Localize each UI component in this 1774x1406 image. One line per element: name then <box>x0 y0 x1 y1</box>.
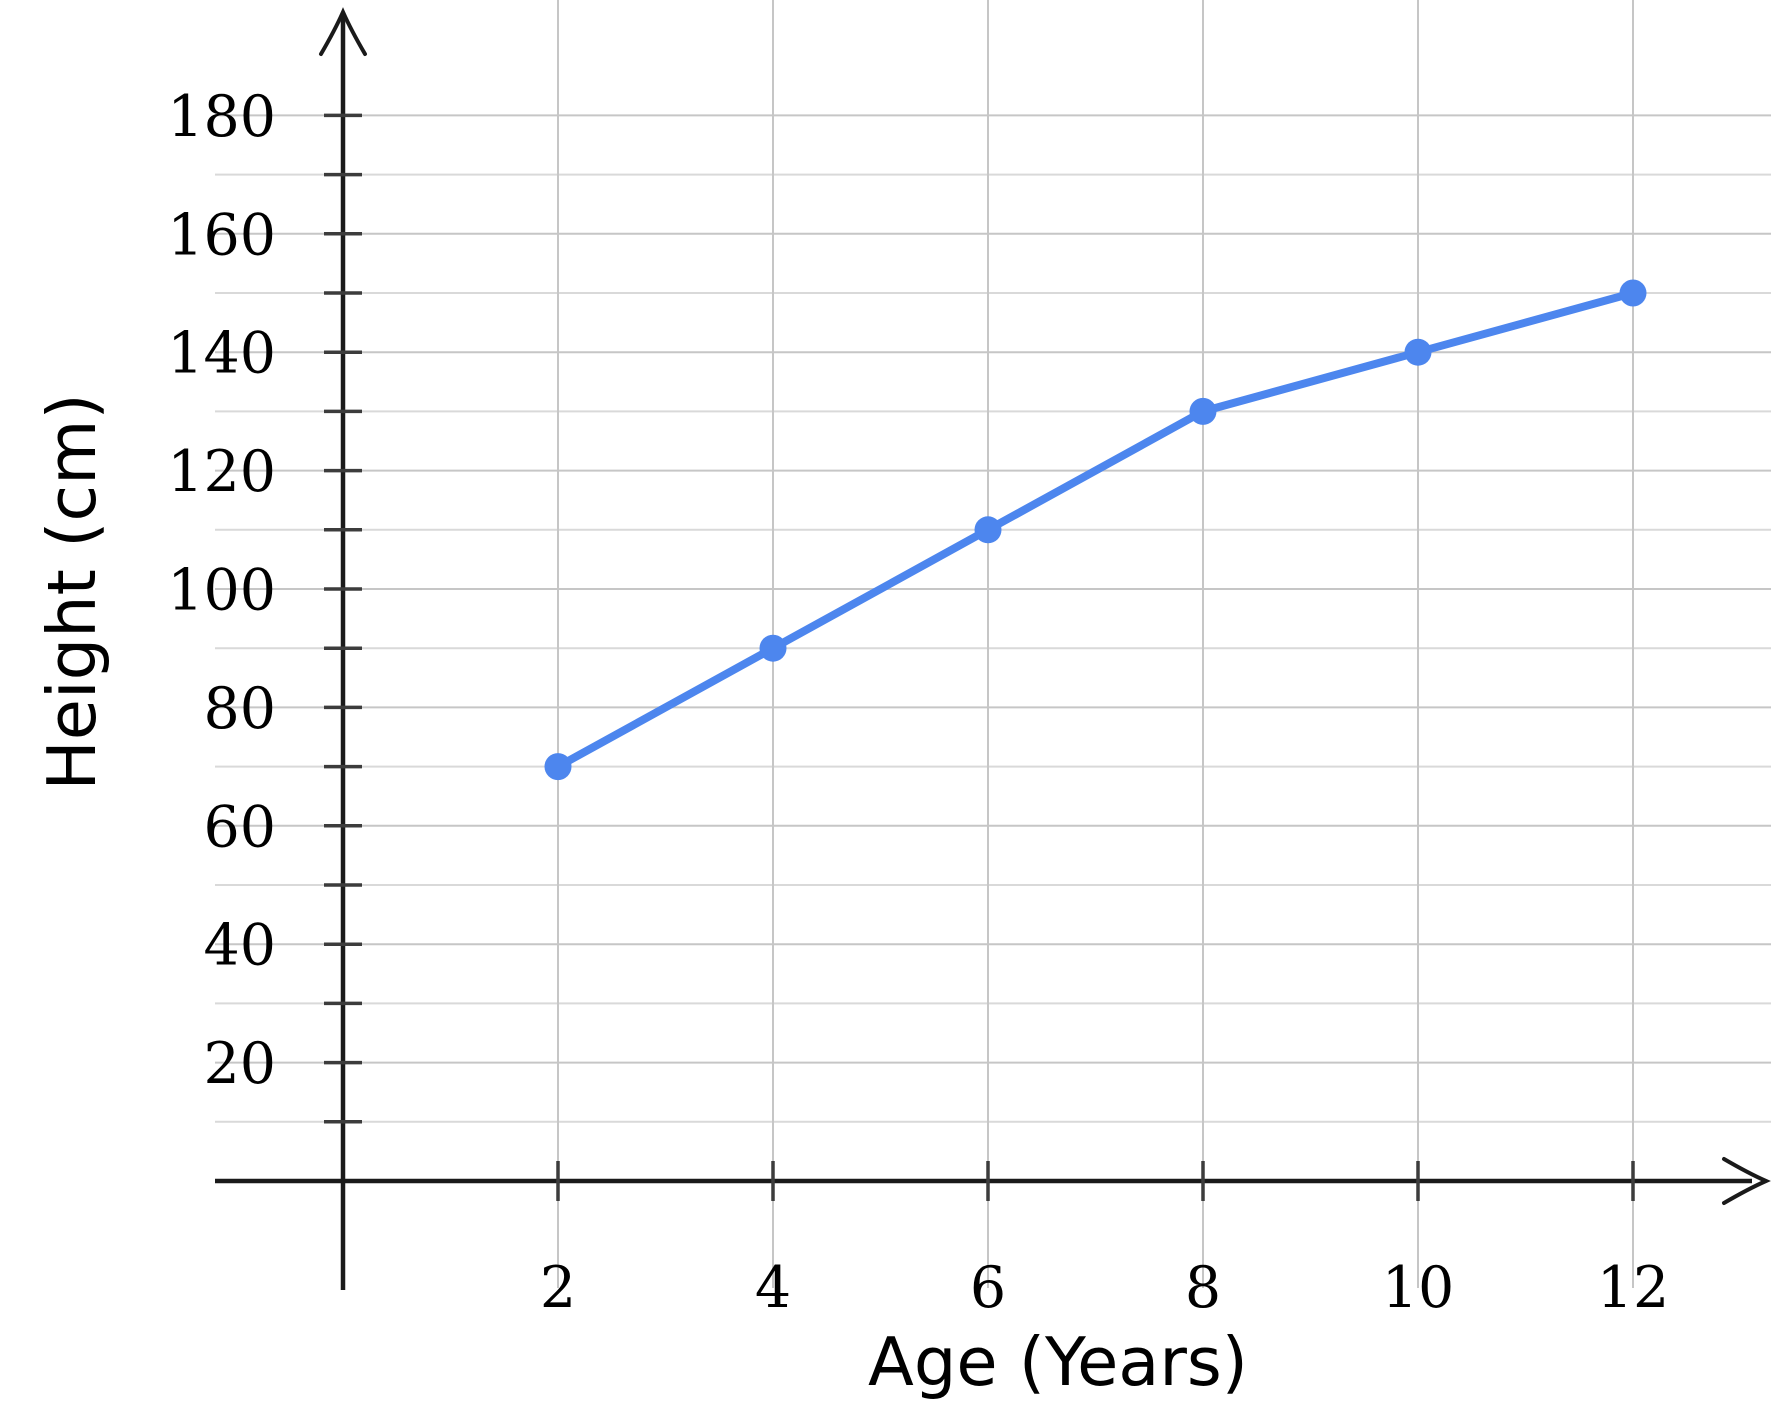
x-tick-label: 12 <box>1597 1255 1670 1321</box>
y-tick-label: 80 <box>203 676 276 742</box>
x-tick-label: 10 <box>1382 1255 1455 1321</box>
series-line <box>554 289 1637 771</box>
tick-labels: 20 40 60 80 100 120 140 160 180 2 4 6 8 10 12 <box>167 84 1669 1321</box>
data-point-marker <box>974 516 1002 544</box>
data-point-marker <box>1619 279 1647 307</box>
y-tick-label: 140 <box>167 321 276 387</box>
y-tick-label: 180 <box>167 84 276 150</box>
data-point-marker <box>759 634 787 662</box>
y-axis-label: Height (cm) <box>33 393 111 790</box>
y-tick-label: 60 <box>203 794 276 860</box>
x-axis-label: Age (Years) <box>868 1323 1248 1401</box>
data-point-marker <box>1404 338 1432 366</box>
gridlines <box>215 0 1771 1288</box>
x-tick-label: 8 <box>1185 1255 1221 1321</box>
y-tick-label: 160 <box>167 202 276 268</box>
axes <box>215 7 1771 1290</box>
y-tick-label: 120 <box>167 439 276 505</box>
x-tick-label: 6 <box>970 1255 1006 1321</box>
y-tick-label: 100 <box>167 558 276 624</box>
data-point-marker <box>544 753 572 781</box>
axis-ticks <box>324 113 1635 1201</box>
data-series <box>544 279 1647 781</box>
x-tick-label: 4 <box>755 1255 791 1321</box>
y-tick-label: 40 <box>203 913 276 979</box>
y-tick-label: 20 <box>203 1031 276 1097</box>
data-point-marker <box>1189 397 1217 425</box>
x-tick-label: 2 <box>540 1255 576 1321</box>
y-axis-arrowhead-icon <box>319 7 367 56</box>
axis-labels: Age (Years) Height (cm) <box>33 393 1248 1401</box>
x-axis-arrowhead-icon <box>1722 1157 1771 1205</box>
